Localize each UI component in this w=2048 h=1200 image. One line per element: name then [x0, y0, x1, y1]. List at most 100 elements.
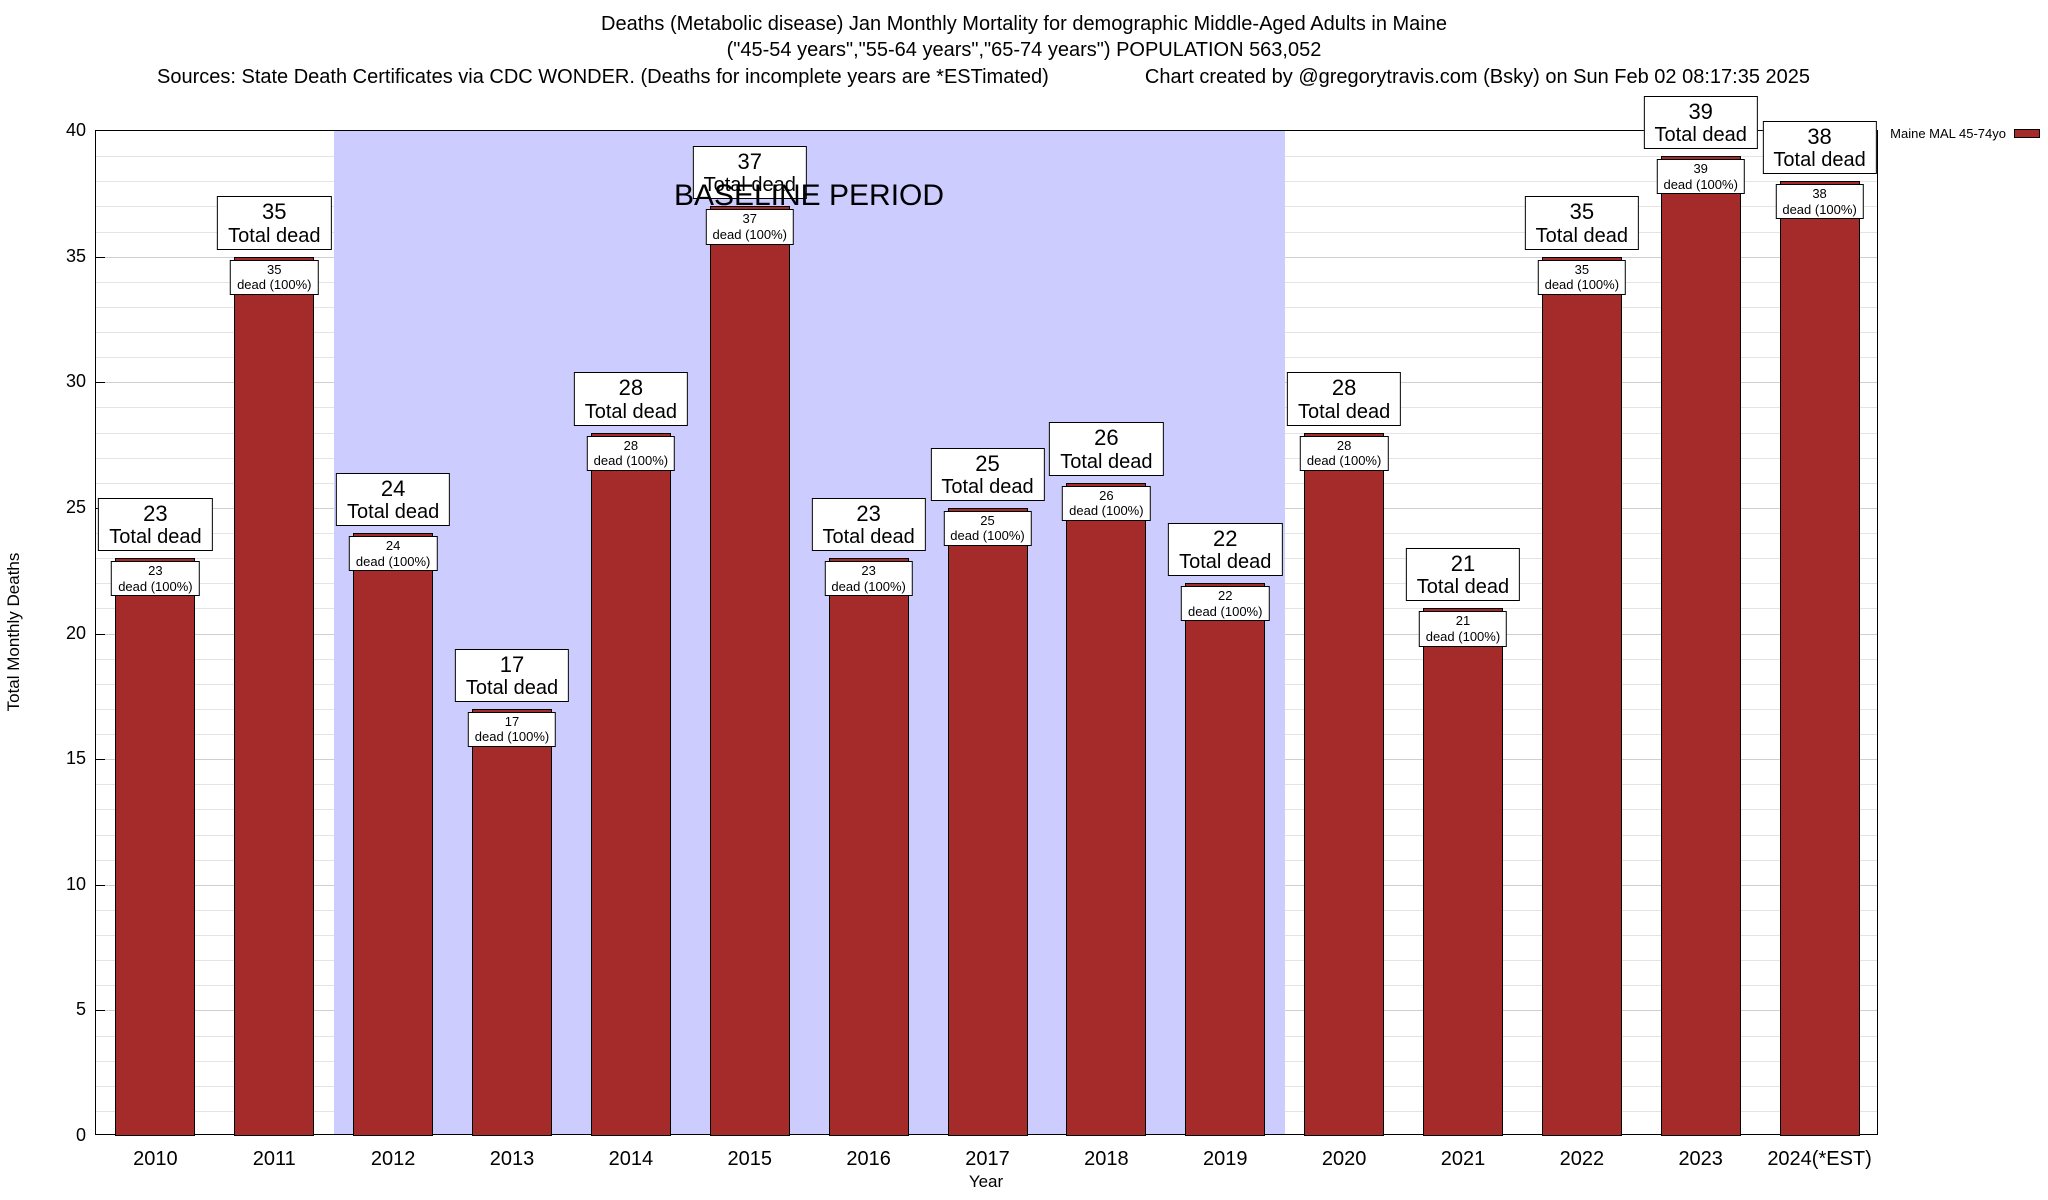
- bar-sublabel: 21 dead (100%): [1418, 611, 1508, 647]
- x-tick-label: 2018: [1084, 1148, 1129, 1170]
- bar-total-label: 24 Total dead: [336, 472, 451, 526]
- plot-area: BASELINE PERIOD 0 5 10 15 20 25 30 35 40 23 Total …: [66, 95, 1878, 1170]
- bar-total-label: 28 Total dead: [1286, 372, 1402, 426]
- bar-total-value: 23: [856, 500, 881, 526]
- bar-sublabel-value: 28: [1336, 437, 1352, 453]
- sources-note: Sources: State Death Certificates via CD…: [157, 66, 1049, 88]
- bar-total-label: 39 Total dead: [1643, 95, 1758, 150]
- bar-total-text: Total dead: [822, 526, 915, 549]
- bar-sublabel-value: 25: [980, 512, 995, 528]
- bar-sublabel: 35 dead (100%): [230, 259, 319, 295]
- chart-subtitle: ("45-54 years","55-64 years","65-74 year…: [726, 39, 1322, 61]
- y-tick: [96, 256, 105, 258]
- y-tick-label: 10: [65, 873, 86, 894]
- bar-total-text: Total dead: [1773, 149, 1866, 172]
- x-tick-label: 2016: [846, 1148, 891, 1170]
- bar-total-label: 17 Total dead: [454, 648, 570, 702]
- bar-sublabel-text: dead (100%): [831, 578, 906, 594]
- x-tick-label: 2023: [1678, 1148, 1723, 1170]
- bar-sublabel-text: dead (100%): [237, 277, 312, 293]
- bar: [1185, 583, 1266, 1136]
- bar: [1304, 432, 1385, 1136]
- legend-swatch: [2014, 129, 2040, 138]
- bar-sublabel: 23 dead (100%): [824, 561, 913, 597]
- y-tick: [96, 633, 105, 635]
- bar-sublabel-text: dead (100%): [1187, 603, 1263, 619]
- bar: [1660, 156, 1741, 1136]
- bar-sublabel-value: 35: [1574, 261, 1590, 277]
- bar-total-value: 23: [143, 500, 168, 526]
- bar-sublabel-value: 39: [1693, 161, 1708, 177]
- bar-sublabel-value: 38: [1812, 186, 1827, 202]
- bar-sublabel: 39 dead (100%): [1656, 159, 1745, 195]
- bar-sublabel-value: 23: [861, 563, 876, 579]
- y-tick-label: 20: [65, 622, 86, 643]
- bar-sublabel: 38 dead (100%): [1775, 184, 1864, 220]
- bar-total-text: Total dead: [1179, 551, 1272, 574]
- bar-sublabel-text: dead (100%): [1663, 176, 1738, 192]
- sources-row: Sources: State Death Certificates via CD…: [157, 66, 1810, 89]
- y-tick-label: 25: [65, 496, 86, 517]
- y-tick-label: 0: [75, 1125, 86, 1145]
- bar-sublabel-value: 28: [623, 437, 639, 453]
- baseline-period-label: BASELINE PERIOD: [673, 179, 945, 212]
- bar: [709, 206, 790, 1136]
- bar-total-text: Total dead: [1297, 400, 1391, 423]
- bar: [1422, 608, 1503, 1136]
- bar-sublabel: 28 dead (100%): [586, 435, 676, 471]
- y-tick: [96, 382, 105, 384]
- x-tick-label: 2015: [727, 1148, 773, 1170]
- bar-total-value: 21: [1450, 551, 1476, 577]
- bar: [353, 533, 434, 1136]
- bar-total-text: Total dead: [1654, 124, 1747, 147]
- y-tick-label: 30: [65, 371, 86, 392]
- bar-total-label: 23 Total dead: [98, 497, 213, 552]
- bar-sublabel-text: dead (100%): [593, 453, 669, 469]
- bar-sublabel: 37 dead (100%): [705, 209, 794, 245]
- bar-total-text: Total dead: [1416, 576, 1510, 599]
- credit-note: Chart created by @gregorytravis.com (Bsk…: [1144, 66, 1810, 88]
- bar-sublabel-value: 24: [385, 538, 401, 553]
- x-tick-label: 2014: [608, 1148, 654, 1170]
- bar-sublabel-text: dead (100%): [1782, 201, 1857, 217]
- bar-sublabel: 25 dead (100%): [943, 510, 1032, 547]
- bar: [234, 256, 315, 1136]
- bar: [472, 708, 553, 1136]
- bar-sublabel-value: 22: [1217, 588, 1233, 604]
- bar: [1541, 256, 1622, 1136]
- y-tick: [96, 884, 105, 886]
- bar-total-value: 17: [499, 651, 525, 677]
- legend: Maine MAL 45-74yo: [1890, 126, 2040, 141]
- bar-total-text: Total dead: [347, 501, 440, 523]
- bar-sublabel: 23 dead (100%): [111, 561, 200, 597]
- x-tick-label: 2024(*EST): [1767, 1148, 1872, 1170]
- bar-total-text: Total dead: [1535, 224, 1628, 247]
- bar-total-label: 26 Total dead: [1049, 422, 1164, 476]
- x-tick-label: 2012: [370, 1148, 416, 1170]
- x-tick-label: 2011: [252, 1148, 296, 1170]
- bar-sublabel-value: 23: [148, 563, 163, 579]
- bar-total-value: 24: [380, 475, 406, 501]
- bar: [115, 558, 196, 1136]
- bar: [590, 432, 671, 1136]
- bar-sublabel-text: dead (100%): [1306, 453, 1382, 469]
- bar-total-text: Total dead: [1060, 450, 1153, 473]
- x-axis-title: Year: [968, 1172, 1004, 1191]
- bar-total-label: 21 Total dead: [1405, 548, 1521, 602]
- bar-total-label: 35 Total dead: [217, 196, 332, 250]
- bar-sublabel: 35 dead (100%): [1537, 259, 1627, 295]
- y-tick-label: 15: [65, 748, 86, 769]
- bar-total-label: 38 Total dead: [1762, 120, 1877, 175]
- bar-total-value: 28: [1331, 375, 1357, 401]
- bar-total-label: 22 Total dead: [1168, 522, 1283, 577]
- bar-sublabel-text: dead (100%): [1544, 277, 1620, 293]
- bar-sublabel: 26 dead (100%): [1062, 485, 1151, 521]
- bar-sublabel-value: 17: [504, 713, 520, 729]
- y-tick-label: 35: [65, 245, 86, 266]
- y-axis-title: Total Monthly Deaths: [4, 552, 23, 712]
- bar-total-text: Total dead: [584, 400, 678, 423]
- bar-total-value: 37: [737, 149, 763, 175]
- chart-title: Deaths (Metabolic disease) Jan Monthly M…: [601, 13, 1447, 35]
- bar-total-text: Total dead: [228, 224, 321, 247]
- x-tick-label: 2013: [489, 1148, 535, 1170]
